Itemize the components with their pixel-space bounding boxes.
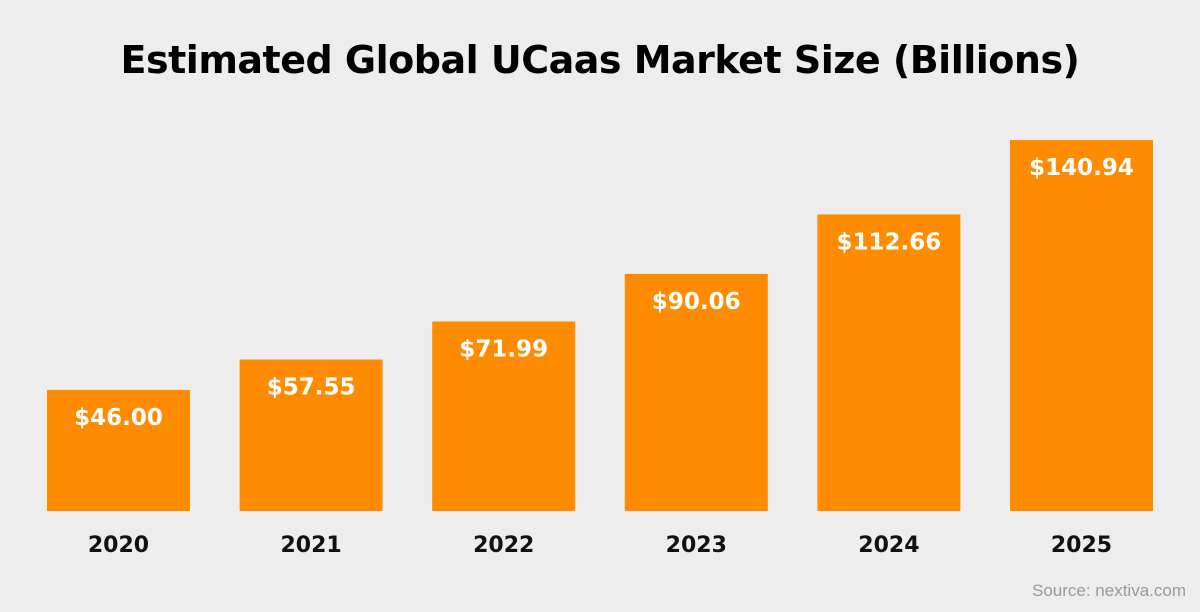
bar-2025: [1010, 140, 1153, 511]
bar-2023: [624, 273, 768, 511]
bar-data-labels: $46.00 $57.55 $71.99 $90.06 $112.66 $140.94: [74, 155, 1134, 431]
data-label-2020: $46.00: [74, 405, 163, 431]
source-note: Source: nextiva.com: [1031, 581, 1186, 600]
x-axis-tick-labels: 2020 2021 2022 2023 2024 2025: [88, 533, 1112, 558]
x-tick-label-2025: 2025: [1051, 533, 1112, 558]
data-label-2023: $90.06: [652, 289, 741, 315]
chart-title: Estimated Global UCaas Market Size (Bill…: [120, 38, 1080, 82]
bar-2024: [817, 214, 961, 511]
x-tick-label-2022: 2022: [473, 533, 534, 558]
x-tick-label-2020: 2020: [88, 533, 149, 558]
data-label-2024: $112.66: [837, 229, 942, 255]
bars: [47, 140, 1153, 511]
x-tick-label-2023: 2023: [666, 533, 727, 558]
x-tick-label-2021: 2021: [280, 533, 341, 558]
data-label-2025: $140.94: [1029, 155, 1134, 181]
bar-2021: [239, 359, 383, 511]
bar-2022: [432, 321, 576, 511]
x-tick-label-2024: 2024: [858, 533, 919, 558]
bar-2020: [47, 389, 190, 511]
data-label-2022: $71.99: [459, 337, 548, 363]
data-label-2021: $57.55: [267, 375, 356, 401]
